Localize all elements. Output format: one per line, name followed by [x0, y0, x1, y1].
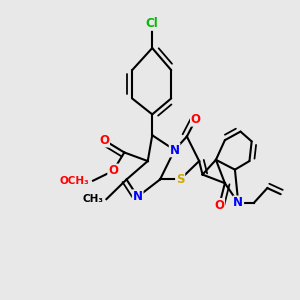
Text: N: N [133, 190, 143, 203]
Text: N: N [169, 143, 180, 157]
Text: O: O [108, 164, 118, 177]
Text: CH₃: CH₃ [82, 194, 103, 204]
Text: OCH₃: OCH₃ [60, 176, 89, 186]
Text: O: O [99, 134, 109, 147]
Text: N: N [233, 196, 243, 209]
Text: S: S [176, 173, 184, 186]
Text: O: O [214, 199, 224, 212]
Text: Cl: Cl [146, 17, 159, 30]
Text: O: O [191, 113, 201, 126]
